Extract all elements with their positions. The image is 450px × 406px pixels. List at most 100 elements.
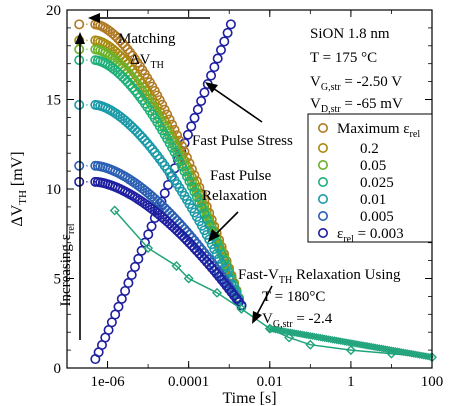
legend-title: Maximum εrel <box>337 121 420 140</box>
relaxation-point <box>174 156 185 167</box>
fast-vth-label-1: Fast-VTH Relaxation Using <box>238 267 401 286</box>
fast-vth-point <box>212 287 223 298</box>
relaxation-point <box>211 268 222 279</box>
info-line: VG,str = -2.50 V <box>310 74 402 93</box>
fast-vth-point <box>171 260 182 271</box>
y-tick-label: 10 <box>46 182 61 198</box>
relaxation-point <box>194 248 205 259</box>
fast-vth-arrowhead <box>252 311 262 324</box>
relaxation-point <box>125 79 136 90</box>
relaxation-point <box>137 132 148 143</box>
relaxation-point <box>181 235 192 246</box>
stress-point <box>225 19 236 30</box>
relaxation-point <box>204 259 215 270</box>
increasing-label-group: Increasing εrel <box>58 223 77 306</box>
relaxation-point <box>122 76 133 87</box>
relaxation-point <box>134 129 145 140</box>
relaxation-point <box>204 219 215 230</box>
relaxation-point <box>172 151 183 162</box>
relaxation-point <box>214 271 225 282</box>
legend-label: 0.01 <box>360 192 386 208</box>
relaxation-point <box>196 202 207 213</box>
relaxation-point <box>214 253 225 264</box>
stress-point <box>206 70 217 81</box>
y-axis-label-text: ΔVTH [mV] <box>9 151 29 226</box>
relaxation-point <box>125 174 136 185</box>
y-tick-label: 20 <box>46 3 61 19</box>
relaxation-point <box>172 130 183 141</box>
legend-marker <box>317 194 328 205</box>
relaxation-point <box>144 141 155 152</box>
fast-vth-tail-point <box>424 352 432 361</box>
relaxation-point <box>184 237 195 248</box>
relaxation-point <box>112 33 123 44</box>
fast-pulse-relax-label-2: Relaxation <box>202 188 267 204</box>
increasing-label: Increasing εrel <box>58 223 77 306</box>
matching-label: Matching <box>118 31 176 47</box>
fast-vth-label-2: T = 180°C <box>262 289 325 305</box>
relax-arrowhead <box>208 229 220 242</box>
relaxation-point <box>189 186 200 197</box>
relaxation-point <box>117 71 128 82</box>
relaxation-point <box>211 248 222 259</box>
relaxation-point <box>120 41 131 52</box>
fast-vth-label-3: VG,str = -2.4 <box>262 311 333 330</box>
stress-point <box>192 104 203 115</box>
legend-marker <box>317 160 328 171</box>
relaxation-point <box>199 254 210 265</box>
stress-point <box>159 188 170 199</box>
relaxation-point <box>177 161 188 172</box>
fast-vth-point <box>143 243 154 254</box>
legend-label: 0.05 <box>360 158 386 174</box>
relaxation-point <box>117 38 128 49</box>
annotations: Matching ΔVTH Increasing εrel Fast Pulse St… <box>58 13 401 340</box>
relaxation-point <box>201 256 212 267</box>
x-tick-label: 1e-06 <box>90 374 125 390</box>
relaxation-point <box>115 35 126 46</box>
relaxation-point <box>209 265 220 276</box>
relaxation-point <box>162 205 173 216</box>
relaxation-point <box>189 235 200 246</box>
info-line: VD,str = -65 mV <box>310 96 403 115</box>
stress-point <box>189 112 200 123</box>
x-tick-label: 100 <box>421 374 444 390</box>
relaxation-point <box>127 82 138 93</box>
fast-vth-point <box>183 273 194 284</box>
legend-label: 0.2 <box>360 141 379 157</box>
legend-label: 0.025 <box>360 175 394 191</box>
fast-vth-point <box>284 332 295 343</box>
stress-point <box>222 27 233 38</box>
stress-point <box>126 269 137 280</box>
stress-point <box>120 285 131 296</box>
relaxation-point <box>179 232 190 243</box>
relaxation-point <box>194 197 205 208</box>
relaxation-point <box>177 230 188 241</box>
fast-vth-arrow <box>254 285 273 319</box>
stress-point <box>182 129 193 140</box>
stress-point <box>186 121 197 132</box>
stress-point <box>133 253 144 264</box>
stress-arrowhead <box>205 82 218 93</box>
info-line: T = 175 °C <box>310 50 377 66</box>
initial-point <box>74 19 85 30</box>
stress-point <box>196 96 207 107</box>
x-tick-label: 1 <box>347 374 355 390</box>
relaxation-point <box>132 193 143 204</box>
y-tick-label: 0 <box>54 361 62 377</box>
legend-title-marker <box>317 123 328 134</box>
stress-point <box>143 229 154 240</box>
legend-marker <box>317 211 328 222</box>
matching-arrowhead <box>88 13 100 23</box>
y-axis-label: ΔVTH [mV] <box>9 151 29 226</box>
relaxation-point <box>142 138 153 149</box>
legend-marker <box>317 143 328 154</box>
stress-arrow <box>209 85 263 123</box>
x-axis-label: Time [s] <box>222 390 276 406</box>
stress-point <box>209 62 220 73</box>
x-tick-label: 0.01 <box>257 374 283 390</box>
fast-vth-point <box>305 339 316 350</box>
stress-point <box>215 44 226 55</box>
relaxation-point <box>214 243 225 254</box>
fast-vth-point <box>109 205 120 216</box>
